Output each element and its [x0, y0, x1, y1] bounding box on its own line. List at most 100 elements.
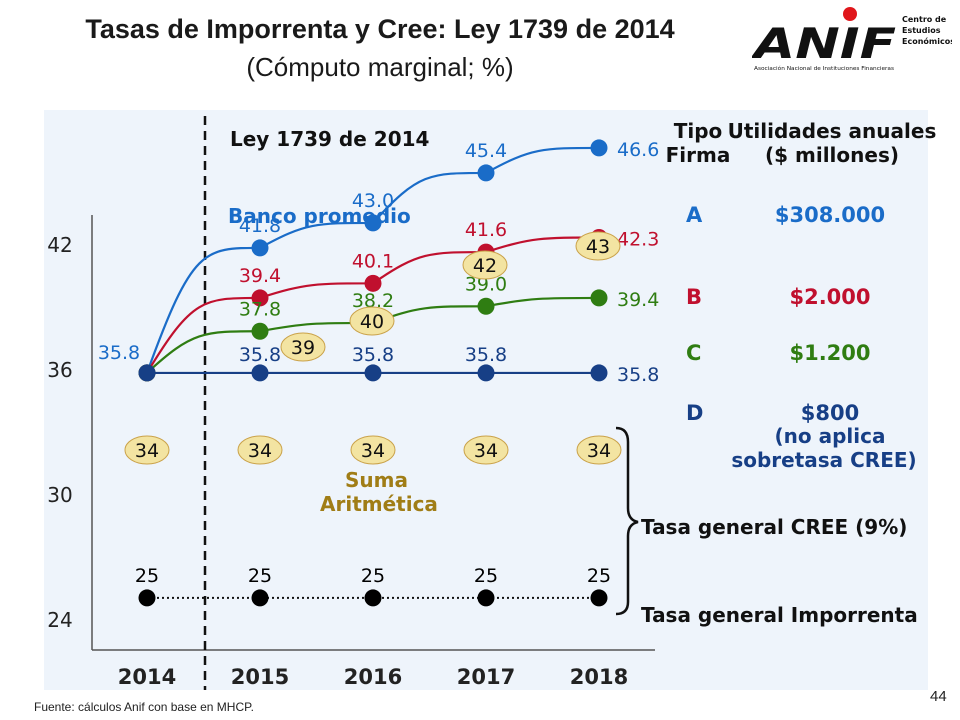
sum-badge-oval: [349, 306, 395, 336]
table-row-type: D: [686, 401, 703, 425]
suma-label-1: Suma: [345, 468, 408, 492]
data-label: 35.8: [465, 344, 507, 366]
sum-badge-oval: [124, 435, 170, 465]
page-title: Tasas de Imporrenta y Cree: Ley 1739 de …: [85, 14, 675, 44]
data-label: 43.0: [352, 190, 394, 212]
x-tick-label: 2018: [570, 665, 628, 689]
table-header-firma: Firma: [666, 143, 731, 167]
table-row-amount: $1.200: [789, 341, 870, 365]
sum-badge-value: 34: [135, 440, 159, 462]
data-label: 39.0: [465, 273, 507, 295]
sum-badge: 42: [462, 250, 508, 280]
data-point: [590, 364, 608, 382]
data-point: [364, 214, 382, 232]
chart-marks: Ley 1739 de 2014 35.8 41.8 43.0 45.4 46.6 39.4…: [98, 116, 918, 690]
data-label: 25: [135, 565, 159, 587]
sum-badge: 34: [124, 435, 170, 465]
table-row-type: B: [686, 285, 702, 309]
data-point: [590, 139, 608, 157]
page-subtitle: (Cómputo marginal; %): [246, 52, 514, 82]
x-tick-label: 2015: [231, 665, 289, 689]
logo-tagline: Asociación Nacional de Instituciones Fin…: [754, 65, 894, 72]
data-label: 41.6: [465, 219, 507, 241]
table-row-amount: $2.000: [789, 285, 870, 309]
logo-text: ANIF: [752, 19, 896, 68]
sum-badge-oval: [576, 435, 622, 465]
data-point: [251, 589, 269, 607]
sum-badge: 40: [349, 306, 395, 336]
sum-badge-oval: [463, 435, 509, 465]
cree-label: Tasa general CREE (9%): [641, 515, 907, 539]
data-point: [251, 239, 269, 257]
data-point: [477, 164, 495, 182]
sum-badge-oval: [280, 332, 326, 362]
table-row-type: A: [686, 203, 703, 227]
table-d-note-2: sobretasa CREE): [731, 448, 916, 472]
table-row-amount: $800: [801, 401, 859, 425]
data-point: [251, 322, 269, 340]
y-tick-label: 42: [47, 233, 72, 257]
data-label: 46.6: [617, 139, 659, 161]
data-label: 35.8: [98, 342, 140, 364]
chart-title: Ley 1739 de 2014: [230, 127, 429, 151]
sum-badge-value: 43: [586, 236, 610, 258]
data-label: 25: [248, 565, 272, 587]
sum-badge-oval: [237, 435, 283, 465]
data-point: [364, 274, 382, 292]
data-point: [251, 289, 269, 307]
anif-logo: ANIF Asociación Nacional de Institucione…: [752, 7, 952, 72]
sum-badge: 39: [280, 332, 326, 362]
data-label: 45.4: [465, 140, 507, 162]
sum-badge-value: 34: [474, 440, 498, 462]
table-header-utilidades: Utilidades anuales: [728, 119, 937, 143]
sum-badge-value: 40: [360, 311, 384, 333]
series-d: 35.8 35.8 35.8 35.8: [138, 344, 659, 386]
table-row-type: C: [686, 341, 701, 365]
source-note: Fuente: cálculos Anif con base en MHCP.: [34, 700, 254, 714]
data-point: [590, 289, 608, 307]
data-point: [138, 589, 156, 607]
sum-badge: 43: [575, 231, 621, 261]
data-label: 42.3: [617, 229, 659, 251]
data-label: 40.1: [352, 250, 394, 272]
series-tasa-general-imporrenta: 25 25 25 25 25: [135, 565, 611, 607]
data-label: 25: [587, 565, 611, 587]
sum-badge-oval: [350, 435, 396, 465]
data-label: 37.8: [239, 298, 281, 320]
data-label: 35.8: [239, 344, 281, 366]
x-tick-label: 2017: [457, 665, 515, 689]
y-tick-label: 36: [47, 358, 72, 382]
table-header-tipo: Tipo: [674, 119, 723, 143]
sum-badge-oval: [575, 231, 621, 261]
sum-badge-value: 42: [473, 255, 497, 277]
data-point: [138, 364, 156, 382]
logo-side-1: Centro de: [902, 15, 947, 24]
logo-dot-icon: [843, 7, 857, 21]
suma-label-2: Aritmética: [320, 492, 438, 516]
cree-brace: [615, 426, 639, 616]
axes: 24 30 36 42 2014 2015 2016 2017 2018: [47, 215, 655, 689]
data-point: [477, 364, 495, 382]
data-label: 35.8: [352, 344, 394, 366]
data-label: 38.2: [352, 290, 394, 312]
logo-side-2: Estudios: [902, 26, 941, 35]
sum-badge: 34: [463, 435, 509, 465]
sum-badge: 34: [237, 435, 283, 465]
data-point: [251, 364, 269, 382]
data-point: [364, 589, 382, 607]
data-label: 41.8: [239, 215, 281, 237]
x-tick-label: 2016: [344, 665, 402, 689]
data-point: [364, 364, 382, 382]
table-header-millones: ($ millones): [765, 143, 899, 167]
data-label: 39.4: [617, 289, 659, 311]
sum-badge-value: 39: [291, 337, 315, 359]
series-banco-promedio: 35.8 41.8 43.0 45.4 46.6: [98, 139, 659, 382]
data-label: 35.8: [617, 364, 659, 386]
sum-badge: 34: [350, 435, 396, 465]
page-number: 44: [930, 688, 947, 705]
table-d-note-1: (no aplica: [775, 424, 886, 448]
logo-side-3: Económicos: [902, 36, 952, 46]
sum-badge-oval: [462, 250, 508, 280]
